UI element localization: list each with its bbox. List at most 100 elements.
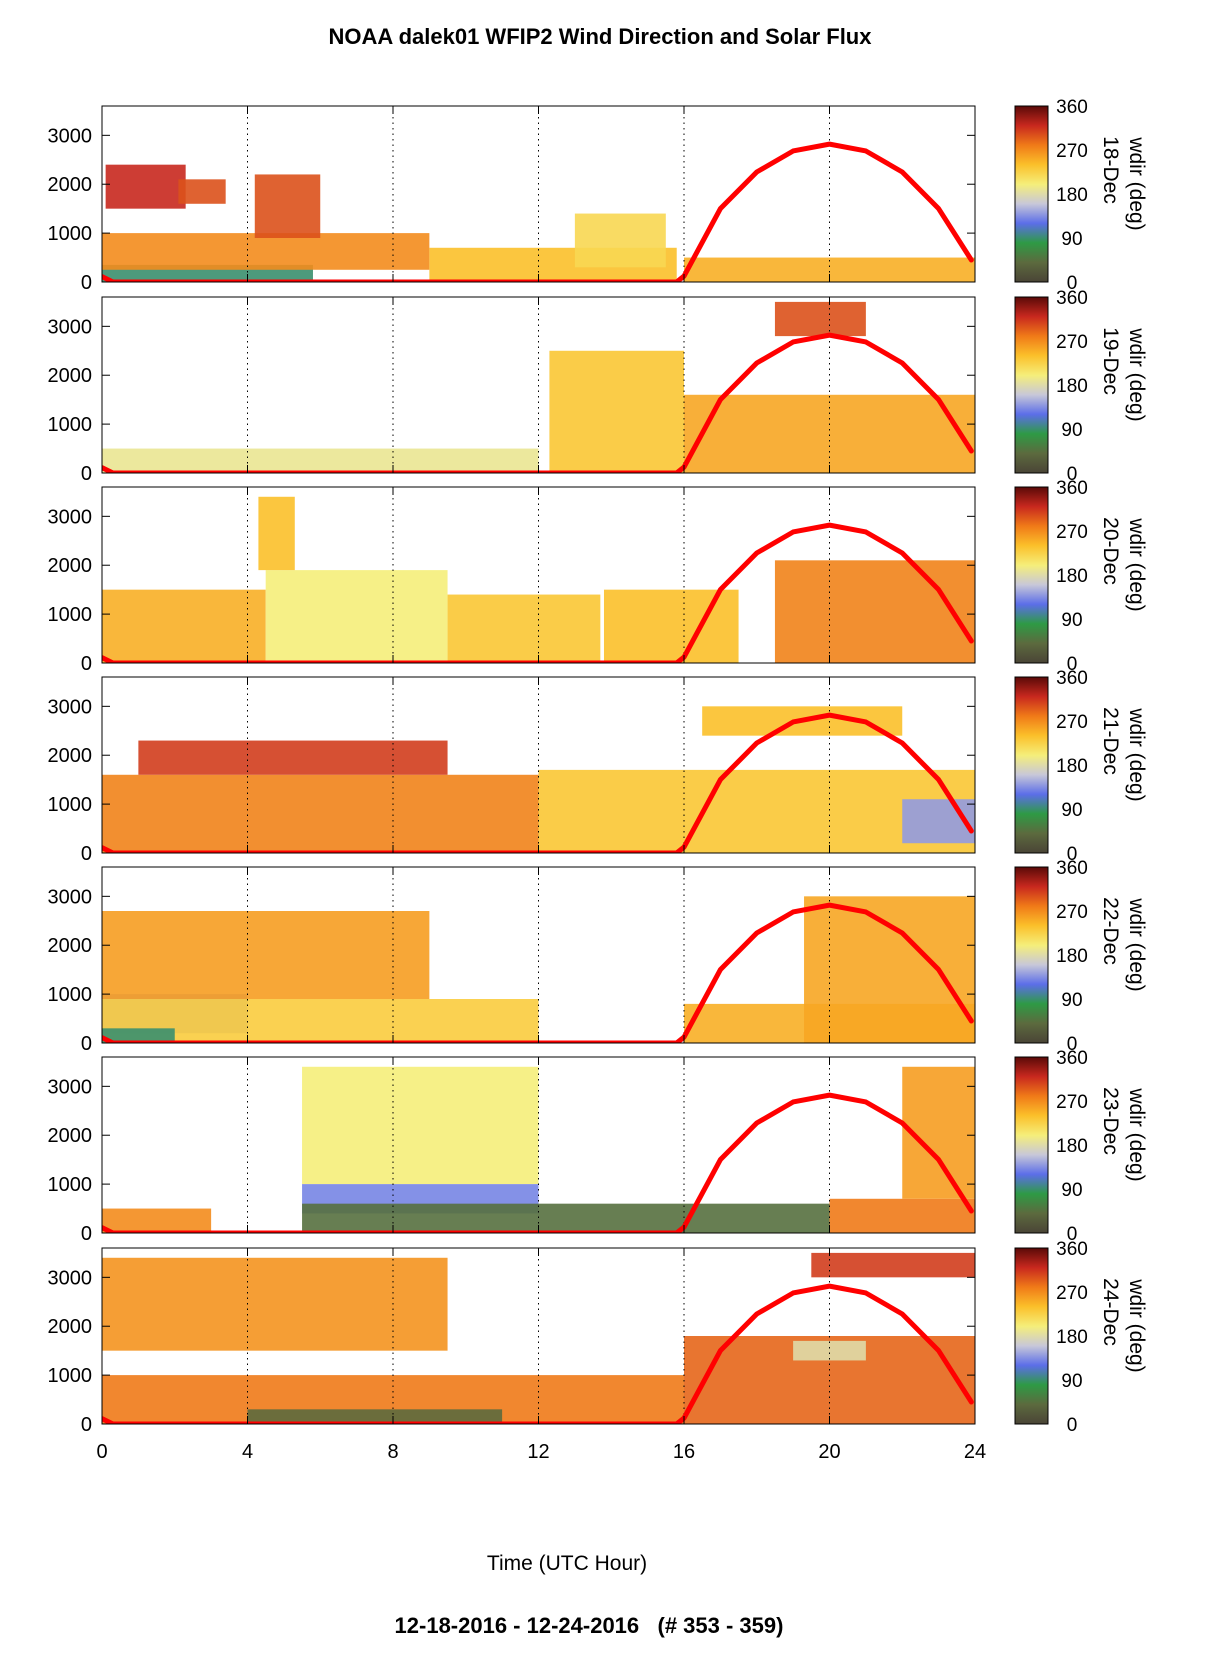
colorbar-tick-label: 90	[1061, 610, 1082, 631]
panel-1: 0 1000 2000 3000 0 90 180 270 360 wdir (deg)18-De…	[48, 97, 1149, 294]
heatmap-cell	[247, 1409, 503, 1424]
heatmap-cell	[102, 1257, 448, 1351]
colorbar-tick-label: 360	[1056, 288, 1088, 309]
colorbar-label: wdir (deg)	[1125, 707, 1148, 801]
solar-flux-line	[102, 332, 974, 473]
colorbar-tick-label: 360	[1056, 478, 1088, 499]
y-tick-label: 3000	[48, 886, 93, 908]
heatmap	[102, 164, 975, 282]
y-tick-label: 2000	[48, 174, 93, 196]
y-tick-label: 2000	[48, 935, 93, 957]
colorbar-tick-label: 90	[1061, 800, 1082, 821]
x-axis-label: Time (UTC Hour)	[487, 1552, 647, 1575]
y-tick-label: 3000	[48, 1267, 93, 1289]
colorbar-tick-label: 90	[1061, 990, 1082, 1011]
solar-flux-line	[102, 522, 974, 663]
colorbar-tick-label: 0	[1067, 844, 1078, 865]
heatmap-cell	[102, 1028, 175, 1043]
y-tick-label: 2000	[48, 365, 93, 387]
heatmap	[102, 496, 975, 663]
colorbar-tick-label: 360	[1056, 1048, 1088, 1069]
solar-flux-line	[102, 712, 974, 853]
heatmap-cell	[549, 350, 684, 473]
panel-date-label: 24-Dec	[1099, 1278, 1122, 1346]
colorbar	[1014, 1247, 1049, 1425]
y-tick-label: 1000	[48, 1174, 93, 1196]
colorbar-tick-label: 270	[1056, 1283, 1088, 1304]
colorbar-tick-label: 360	[1056, 97, 1088, 118]
y-tick-label: 0	[81, 1414, 92, 1436]
heatmap-cell	[774, 301, 866, 337]
y-tick-label: 0	[81, 843, 92, 865]
panel-date-label: 20-Dec	[1099, 517, 1122, 585]
colorbar-tick-label: 0	[1067, 1415, 1078, 1436]
heatmap-cell	[102, 448, 539, 473]
heatmap-cell	[254, 174, 321, 238]
heatmap-cell	[603, 589, 739, 663]
panel-date-label: 18-Dec	[1099, 136, 1122, 204]
colorbar	[1014, 486, 1049, 664]
y-tick-label: 0	[81, 1223, 92, 1245]
colorbar-tick-label: 90	[1061, 229, 1082, 250]
solar-flux-line	[102, 1092, 974, 1233]
date-range-footer: 12-18-2016 - 12-24-2016 (# 353 - 359)	[395, 1613, 784, 1638]
y-tick-label: 1000	[48, 223, 93, 245]
heatmap-cell	[258, 496, 295, 571]
colorbar	[1014, 1056, 1049, 1234]
heatmap-cell	[793, 1340, 866, 1361]
heatmap-cell	[804, 896, 975, 1043]
colorbar-label: wdir (deg)	[1125, 517, 1148, 611]
x-tick-label: 20	[818, 1441, 840, 1463]
x-tick-label: 4	[242, 1441, 253, 1463]
colorbar	[1014, 676, 1049, 854]
y-tick-label: 0	[81, 272, 92, 294]
heatmap-cell	[684, 394, 975, 473]
solar-flux-line	[102, 902, 974, 1043]
y-tick-label: 3000	[48, 1076, 93, 1098]
heatmap-cell	[302, 1203, 830, 1233]
heatmap-cell	[102, 774, 539, 853]
panel-6: 0 1000 2000 3000 0 90 180 270 360 wdir (deg)23-De…	[48, 1048, 1149, 1245]
colorbar-tick-label: 270	[1056, 141, 1088, 162]
colorbar-tick-label: 0	[1067, 464, 1078, 485]
colorbar	[1014, 105, 1049, 283]
heatmap-cell	[102, 1208, 212, 1233]
colorbar-tick-label: 180	[1056, 376, 1088, 397]
colorbar-tick-label: 0	[1067, 1034, 1078, 1055]
y-tick-label: 3000	[48, 696, 93, 718]
panel-date-label: 22-Dec	[1099, 897, 1122, 965]
heatmap-cell	[178, 179, 226, 204]
colorbar-label: wdir (deg)	[1125, 897, 1148, 991]
y-tick-label: 1000	[48, 1365, 93, 1387]
heatmap	[102, 301, 975, 473]
y-tick-label: 0	[81, 463, 92, 485]
heatmap-cell	[102, 911, 430, 999]
heatmap-cell	[774, 560, 975, 663]
colorbar-tick-label: 180	[1056, 1327, 1088, 1348]
colorbar-tick-label: 180	[1056, 566, 1088, 587]
colorbar-tick-label: 270	[1056, 1092, 1088, 1113]
panel-3: 0 1000 2000 3000 0 90 180 270 360 wdir (deg)20-De…	[48, 478, 1149, 675]
y-tick-label: 2000	[48, 745, 93, 767]
colorbar-tick-label: 180	[1056, 1136, 1088, 1157]
colorbar-tick-label: 0	[1067, 1224, 1078, 1245]
heatmap	[102, 1066, 975, 1233]
heatmap-cell	[265, 570, 448, 663]
x-tick-label: 24	[964, 1441, 986, 1463]
colorbar-tick-label: 90	[1061, 420, 1082, 441]
colorbar-tick-label: 270	[1056, 712, 1088, 733]
panel-2: 0 1000 2000 3000 0 90 180 270 360 wdir (deg)19-De…	[48, 288, 1149, 485]
colorbar-tick-label: 180	[1056, 756, 1088, 777]
solar-flux-line	[102, 141, 974, 282]
heatmap-cell	[811, 1252, 975, 1278]
colorbar-label: wdir (deg)	[1125, 1087, 1148, 1181]
panel-date-label: 21-Dec	[1099, 707, 1122, 775]
x-tick-label: 8	[387, 1441, 398, 1463]
y-tick-label: 2000	[48, 1125, 93, 1147]
colorbar-tick-label: 270	[1056, 332, 1088, 353]
solar-flux-line	[102, 1283, 974, 1424]
heatmap-cell	[102, 589, 266, 663]
colorbar-label: wdir (deg)	[1125, 327, 1148, 421]
heatmap-cell	[138, 740, 448, 775]
